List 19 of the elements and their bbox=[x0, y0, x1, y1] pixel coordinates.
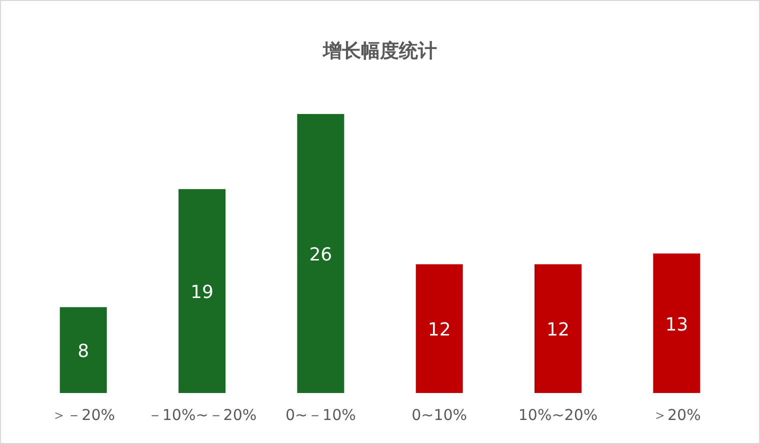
x-tick-label: 0~－10% bbox=[285, 406, 356, 424]
data-label: 12 bbox=[428, 320, 451, 341]
x-tick-label: －10%~－20% bbox=[147, 406, 257, 424]
bar bbox=[178, 189, 226, 393]
data-label: 13 bbox=[665, 314, 688, 336]
data-label: 8 bbox=[78, 341, 90, 362]
bar bbox=[653, 254, 700, 393]
data-label: 26 bbox=[309, 244, 332, 266]
x-tick-label: 10%~20% bbox=[518, 406, 598, 424]
data-label: 12 bbox=[546, 320, 570, 341]
bar bbox=[60, 307, 107, 393]
x-tick-label: 0~10% bbox=[412, 406, 468, 424]
x-tick-label: ＞－20% bbox=[52, 406, 116, 424]
data-label: 19 bbox=[190, 282, 214, 304]
x-tick-label: ＞20% bbox=[652, 406, 701, 424]
bar bbox=[534, 264, 582, 393]
bar bbox=[416, 264, 463, 393]
chart-title: 增长幅度统计 bbox=[322, 40, 437, 62]
bar bbox=[297, 114, 344, 393]
